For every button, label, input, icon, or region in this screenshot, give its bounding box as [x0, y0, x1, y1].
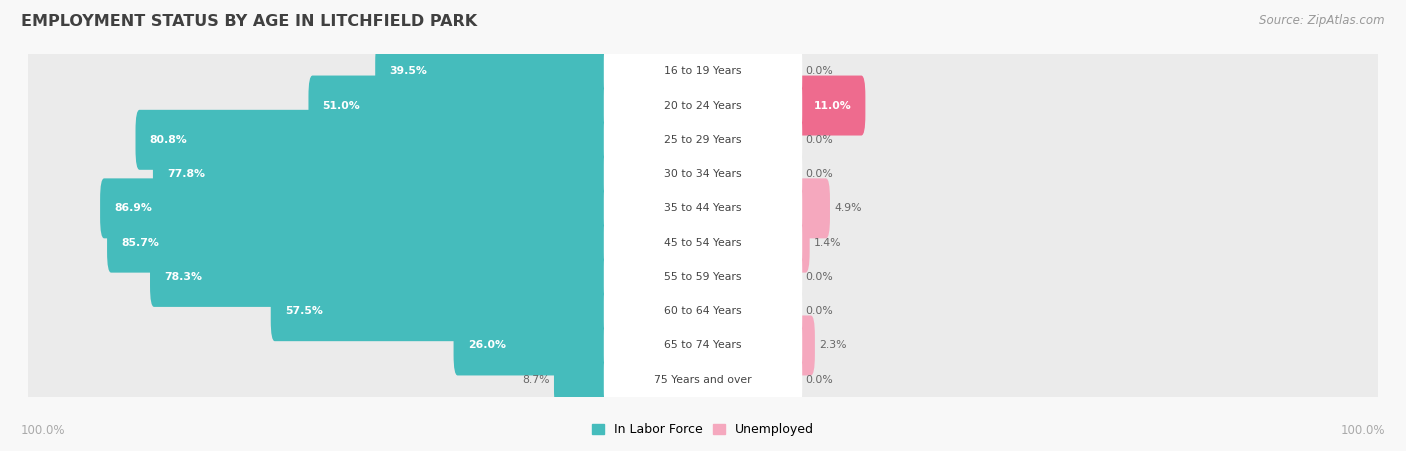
Text: 100.0%: 100.0% [21, 424, 66, 437]
Text: 86.9%: 86.9% [114, 203, 152, 213]
FancyBboxPatch shape [20, 118, 1386, 230]
Text: 0.0%: 0.0% [806, 306, 834, 316]
Text: 0.0%: 0.0% [806, 272, 834, 282]
Text: 100.0%: 100.0% [1340, 424, 1385, 437]
FancyBboxPatch shape [603, 209, 803, 276]
Text: 26.0%: 26.0% [468, 341, 506, 350]
FancyBboxPatch shape [20, 221, 1386, 333]
FancyBboxPatch shape [603, 312, 803, 379]
Text: 4.9%: 4.9% [834, 203, 862, 213]
FancyBboxPatch shape [603, 72, 803, 139]
Text: 51.0%: 51.0% [322, 101, 360, 110]
FancyBboxPatch shape [20, 324, 1386, 436]
Text: 39.5%: 39.5% [389, 66, 427, 76]
FancyBboxPatch shape [603, 38, 803, 105]
FancyBboxPatch shape [603, 106, 803, 173]
FancyBboxPatch shape [554, 350, 613, 410]
FancyBboxPatch shape [100, 178, 613, 238]
FancyBboxPatch shape [20, 15, 1386, 127]
FancyBboxPatch shape [308, 75, 613, 135]
FancyBboxPatch shape [150, 247, 613, 307]
FancyBboxPatch shape [20, 50, 1386, 161]
Text: 85.7%: 85.7% [121, 238, 159, 248]
FancyBboxPatch shape [375, 41, 613, 101]
Text: 77.8%: 77.8% [167, 169, 205, 179]
Text: 75 Years and over: 75 Years and over [654, 375, 752, 385]
FancyBboxPatch shape [603, 244, 803, 310]
Text: 25 to 29 Years: 25 to 29 Years [664, 135, 742, 145]
FancyBboxPatch shape [603, 346, 803, 413]
FancyBboxPatch shape [107, 213, 613, 272]
Text: 30 to 34 Years: 30 to 34 Years [664, 169, 742, 179]
FancyBboxPatch shape [603, 141, 803, 207]
Text: 80.8%: 80.8% [149, 135, 187, 145]
FancyBboxPatch shape [20, 152, 1386, 264]
FancyBboxPatch shape [20, 187, 1386, 299]
Legend: In Labor Force, Unemployed: In Labor Force, Unemployed [586, 419, 820, 442]
Text: 20 to 24 Years: 20 to 24 Years [664, 101, 742, 110]
Text: 11.0%: 11.0% [814, 101, 851, 110]
Text: 0.0%: 0.0% [806, 169, 834, 179]
FancyBboxPatch shape [20, 255, 1386, 367]
FancyBboxPatch shape [20, 84, 1386, 196]
Text: 0.0%: 0.0% [806, 135, 834, 145]
FancyBboxPatch shape [793, 75, 865, 135]
FancyBboxPatch shape [20, 290, 1386, 401]
Text: 8.7%: 8.7% [523, 375, 550, 385]
FancyBboxPatch shape [793, 213, 810, 272]
Text: 57.5%: 57.5% [285, 306, 323, 316]
Text: 0.0%: 0.0% [806, 66, 834, 76]
Text: 16 to 19 Years: 16 to 19 Years [664, 66, 742, 76]
FancyBboxPatch shape [454, 316, 613, 375]
Text: 65 to 74 Years: 65 to 74 Years [664, 341, 742, 350]
FancyBboxPatch shape [271, 281, 613, 341]
Text: 55 to 59 Years: 55 to 59 Years [664, 272, 742, 282]
Text: Source: ZipAtlas.com: Source: ZipAtlas.com [1260, 14, 1385, 27]
Text: 0.0%: 0.0% [806, 375, 834, 385]
Text: 35 to 44 Years: 35 to 44 Years [664, 203, 742, 213]
FancyBboxPatch shape [793, 316, 815, 375]
Text: 1.4%: 1.4% [814, 238, 841, 248]
Text: 45 to 54 Years: 45 to 54 Years [664, 238, 742, 248]
FancyBboxPatch shape [793, 178, 830, 238]
FancyBboxPatch shape [603, 175, 803, 242]
Text: EMPLOYMENT STATUS BY AGE IN LITCHFIELD PARK: EMPLOYMENT STATUS BY AGE IN LITCHFIELD P… [21, 14, 477, 28]
FancyBboxPatch shape [603, 278, 803, 345]
FancyBboxPatch shape [135, 110, 613, 170]
Text: 2.3%: 2.3% [818, 341, 846, 350]
FancyBboxPatch shape [153, 144, 613, 204]
Text: 78.3%: 78.3% [165, 272, 202, 282]
Text: 60 to 64 Years: 60 to 64 Years [664, 306, 742, 316]
